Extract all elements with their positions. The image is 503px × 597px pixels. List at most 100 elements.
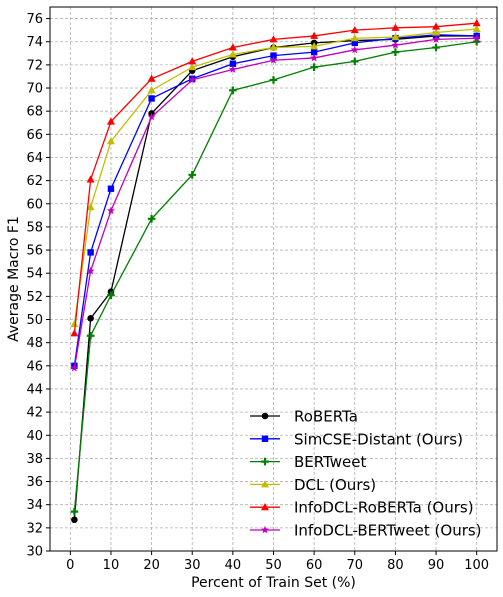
x-tick-label: 30 — [184, 558, 201, 573]
y-tick-label: 44 — [26, 382, 43, 397]
series-line — [73, 28, 477, 325]
series-roberta — [71, 32, 480, 524]
data-point — [188, 62, 197, 71]
y-tick-label: 56 — [26, 244, 43, 259]
data-point — [70, 319, 79, 328]
legend-item: RoBERTa — [250, 408, 358, 426]
x-tick-label: 70 — [346, 558, 363, 573]
data-point — [391, 23, 400, 31]
y-tick-label: 52 — [26, 290, 43, 305]
x-tick-label: 60 — [306, 558, 323, 573]
x-tick-label: 50 — [265, 558, 282, 573]
legend-marker — [261, 480, 269, 488]
data-point — [432, 28, 441, 36]
data-point — [107, 291, 115, 300]
data-point — [269, 43, 278, 51]
data-point — [351, 39, 358, 47]
x-tick-label: 40 — [225, 558, 242, 573]
data-point — [269, 35, 278, 43]
legend-marker — [261, 503, 269, 511]
data-point — [87, 249, 94, 256]
x-tick-label: 0 — [66, 558, 74, 573]
data-point — [229, 86, 237, 95]
data-point — [432, 35, 441, 43]
data-point — [107, 185, 115, 192]
data-point — [70, 363, 79, 372]
y-tick-label: 32 — [26, 521, 43, 536]
legend-label: RoBERTa — [294, 408, 358, 426]
x-tick-label: 10 — [103, 558, 120, 573]
y-tick-label: 42 — [26, 406, 43, 421]
y-tick-label: 48 — [26, 336, 43, 351]
data-point — [269, 76, 278, 84]
x-axis-label: Percent of Train Set (%) — [191, 575, 356, 591]
data-point — [147, 112, 156, 121]
y-tick-label: 58 — [26, 220, 43, 235]
data-point — [106, 137, 115, 145]
y-axis-label: Average Macro F1 — [6, 216, 22, 342]
data-point — [472, 34, 481, 42]
y-tick-label: 70 — [26, 82, 43, 97]
data-point — [71, 516, 78, 524]
y-tick-label: 34 — [26, 498, 43, 513]
y-tick-label: 60 — [26, 197, 43, 212]
data-point — [147, 74, 156, 82]
data-point — [147, 86, 156, 94]
y-tick-label: 30 — [26, 545, 43, 560]
legend-item: InfoDCL-RoBERTa (Ours) — [250, 499, 474, 517]
series-dcl-ours — [70, 24, 481, 328]
y-tick-label: 46 — [26, 359, 43, 374]
series-line — [73, 22, 477, 334]
series-line — [73, 37, 477, 369]
legend-marker — [261, 412, 269, 420]
data-point — [87, 315, 94, 322]
data-point — [147, 215, 156, 223]
y-tick-label: 62 — [26, 174, 43, 189]
data-point — [310, 31, 319, 39]
data-point — [86, 175, 95, 183]
series-line — [73, 41, 477, 512]
y-tick-label: 66 — [26, 128, 43, 143]
legend-label: DCL (Ours) — [294, 476, 376, 494]
x-tick-label: 90 — [428, 558, 445, 573]
legend-marker — [261, 457, 269, 466]
y-tick-label: 40 — [26, 429, 43, 444]
x-tick-label: 20 — [143, 558, 160, 573]
legend-item: InfoDCL-BERTweet (Ours) — [250, 522, 482, 540]
legend-item: SimCSE-Distant (Ours) — [250, 430, 463, 448]
series-layer — [70, 19, 481, 524]
data-point — [70, 329, 79, 337]
data-point — [106, 206, 115, 215]
series-infodcl-roberta-ours — [70, 19, 481, 337]
data-point — [188, 75, 197, 84]
y-tick-label: 36 — [26, 475, 43, 490]
series-line — [73, 34, 477, 366]
data-point — [86, 203, 95, 211]
data-point — [350, 25, 359, 34]
x-tick-label: 100 — [464, 558, 489, 573]
data-point — [432, 43, 440, 52]
data-point — [269, 56, 278, 64]
data-point — [270, 52, 277, 59]
data-point — [391, 41, 400, 49]
y-tick-label: 50 — [26, 313, 43, 328]
axis-ticks: 0 10 20 30 40 50 60 70 80 90 100 30 32 34 36 38 40 42 44 46… — [26, 12, 489, 573]
series-simcse-distant-ours — [71, 31, 480, 370]
y-tick-label: 54 — [26, 267, 43, 282]
data-point — [228, 65, 237, 73]
series-bertweet — [70, 37, 481, 516]
data-point — [472, 24, 481, 32]
data-point — [228, 43, 237, 51]
legend-label: BERTweet — [294, 453, 367, 471]
legend: RoBERTa SimCSE-Distant (Ours) BERTweet DCL … — [250, 408, 482, 540]
y-tick-label: 74 — [26, 35, 43, 50]
y-tick-label: 68 — [26, 105, 43, 120]
data-point — [106, 117, 115, 125]
data-point — [391, 32, 400, 41]
data-point — [310, 42, 319, 50]
data-point — [86, 266, 95, 275]
grid — [50, 7, 497, 552]
data-point — [310, 48, 318, 56]
data-point — [350, 34, 359, 42]
